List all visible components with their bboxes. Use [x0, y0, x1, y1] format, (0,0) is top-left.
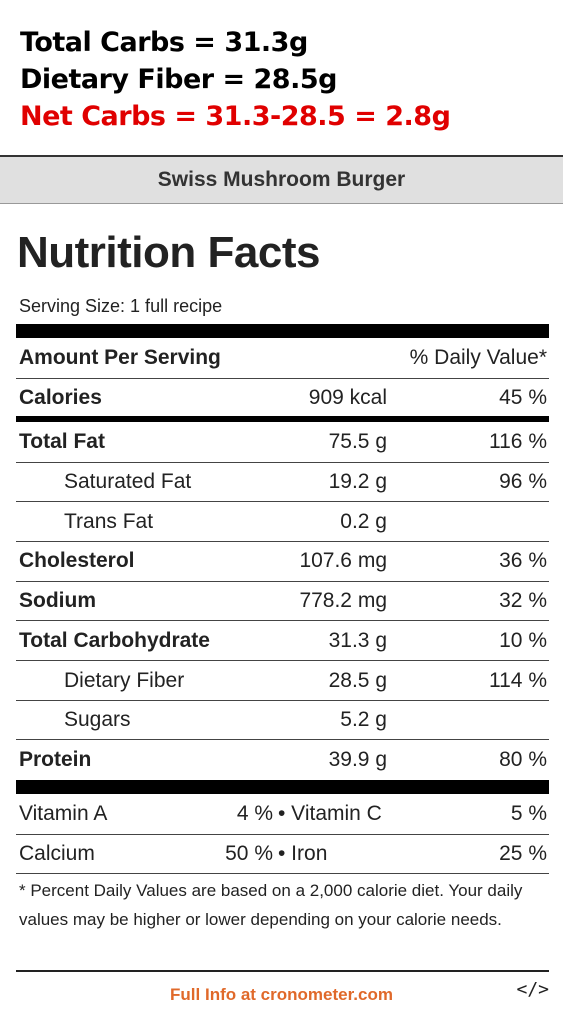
nutrient-daily-value: 96 % — [499, 470, 547, 493]
nutrient-row-trans-fat: Trans Fat 0.2 g — [16, 502, 549, 540]
nutrient-row-calories: Calories 909 kcal 45 % — [16, 378, 549, 416]
nutrition-facts-panel: Nutrition Facts Serving Size: 1 full rec… — [0, 204, 563, 1026]
divider — [16, 700, 549, 701]
divider — [16, 501, 549, 502]
nutrient-row-dietary-fiber: Dietary Fiber 28.5 g 114 % — [16, 661, 549, 699]
divider-medium — [16, 416, 549, 422]
nutrient-amount: 909 kcal — [308, 386, 387, 409]
nutrient-label: Protein — [19, 748, 92, 771]
nutrient-daily-value: 45 % — [499, 386, 547, 409]
nutrient-label: Total Carbohydrate — [19, 629, 210, 652]
nutrient-row-cholesterol: Cholesterol 107.6 mg 36 % — [16, 541, 549, 579]
nutrient-daily-value: 10 % — [499, 629, 547, 652]
divider — [16, 620, 549, 621]
vitamin-row-a-c: Vitamin A 4 % • Vitamin C 5 % — [16, 794, 549, 832]
full-info-link[interactable]: Full Info at cronometer.com — [170, 985, 393, 1004]
embed-code-icon[interactable]: </> — [516, 979, 549, 1000]
nutrient-row-total-fat: Total Fat 75.5 g 116 % — [16, 422, 549, 460]
dietary-fiber-note: Dietary Fiber = 28.5g — [20, 64, 337, 95]
nutrient-amount: 39.9 g — [328, 748, 387, 771]
nutrient-row-saturated-fat: Saturated Fat 19.2 g 96 % — [16, 462, 549, 500]
nutrient-label: Sodium — [19, 589, 96, 612]
nutrient-daily-value: 32 % — [499, 589, 547, 612]
nutrient-daily-value: 114 % — [489, 669, 547, 692]
nutrient-amount: 75.5 g — [328, 430, 387, 453]
nutrient-amount: 28.5 g — [328, 669, 387, 692]
daily-value-header: % Daily Value* — [409, 346, 547, 369]
divider — [16, 660, 549, 661]
nutrition-facts-title: Nutrition Facts — [17, 228, 320, 277]
vitamin-a-label: Vitamin A — [19, 802, 108, 825]
net-carbs-note: Net Carbs = 31.3-28.5 = 2.8g — [20, 101, 451, 132]
iron-value: 25 % — [499, 842, 547, 865]
nutrient-row-total-carbohydrate: Total Carbohydrate 31.3 g 10 % — [16, 621, 549, 659]
nutrient-daily-value: 116 % — [489, 430, 547, 453]
calcium-label: Calcium — [19, 842, 95, 865]
nutrient-row-sodium: Sodium 778.2 mg 32 % — [16, 581, 549, 619]
amount-header-row: Amount Per Serving % Daily Value* — [16, 338, 549, 376]
nutrient-row-protein: Protein 39.9 g 80 % — [16, 740, 549, 778]
nutrient-row-sugars: Sugars 5.2 g — [16, 700, 549, 738]
carb-notes: Total Carbs = 31.3g Dietary Fiber = 28.5… — [20, 24, 451, 135]
total-carbs-note: Total Carbs = 31.3g — [20, 27, 308, 58]
calcium-value: 50 % — [225, 842, 273, 865]
serving-size: Serving Size: 1 full recipe — [19, 296, 223, 316]
nutrient-amount: 0.2 g — [340, 510, 387, 533]
divider — [16, 873, 549, 874]
divider — [16, 462, 549, 463]
divider-thick — [16, 324, 549, 338]
vitamin-a-value: 4 % — [236, 802, 273, 825]
divider — [16, 834, 549, 835]
nutrient-daily-value: 80 % — [499, 748, 547, 771]
nutrient-daily-value: 36 % — [499, 549, 547, 572]
recipe-name: Swiss Mushroom Burger — [0, 157, 563, 204]
divider — [16, 541, 549, 542]
iron-label: • Iron — [278, 842, 328, 865]
nutrient-label: Dietary Fiber — [64, 669, 185, 692]
nutrient-label: Total Fat — [19, 430, 105, 453]
nutrient-amount: 5.2 g — [340, 708, 387, 731]
vitamin-c-value: 5 % — [510, 802, 547, 825]
nutrient-label: Calories — [19, 386, 102, 409]
nutrient-label: Cholesterol — [19, 549, 135, 572]
nutrition-card: Swiss Mushroom Burger Nutrition Facts Se… — [0, 155, 563, 1024]
vitamin-c-label: • Vitamin C — [278, 802, 382, 825]
mineral-row-calcium-iron: Calcium 50 % • Iron 25 % — [16, 834, 549, 872]
nutrient-label: Sugars — [64, 708, 131, 731]
divider — [16, 378, 549, 379]
nutrient-amount: 778.2 mg — [299, 589, 387, 612]
nutrient-label: Trans Fat — [64, 510, 154, 533]
nutrient-amount: 31.3 g — [328, 629, 387, 652]
divider — [16, 581, 549, 582]
nutrient-label: Saturated Fat — [64, 470, 192, 493]
amount-per-serving-label: Amount Per Serving — [19, 346, 221, 369]
nutrient-amount: 107.6 mg — [299, 549, 387, 572]
divider — [16, 970, 549, 972]
divider — [16, 739, 549, 740]
divider-thick — [16, 780, 549, 794]
daily-value-footnote: * Percent Daily Values are based on a 2,… — [19, 881, 523, 929]
nutrient-amount: 19.2 g — [328, 470, 387, 493]
